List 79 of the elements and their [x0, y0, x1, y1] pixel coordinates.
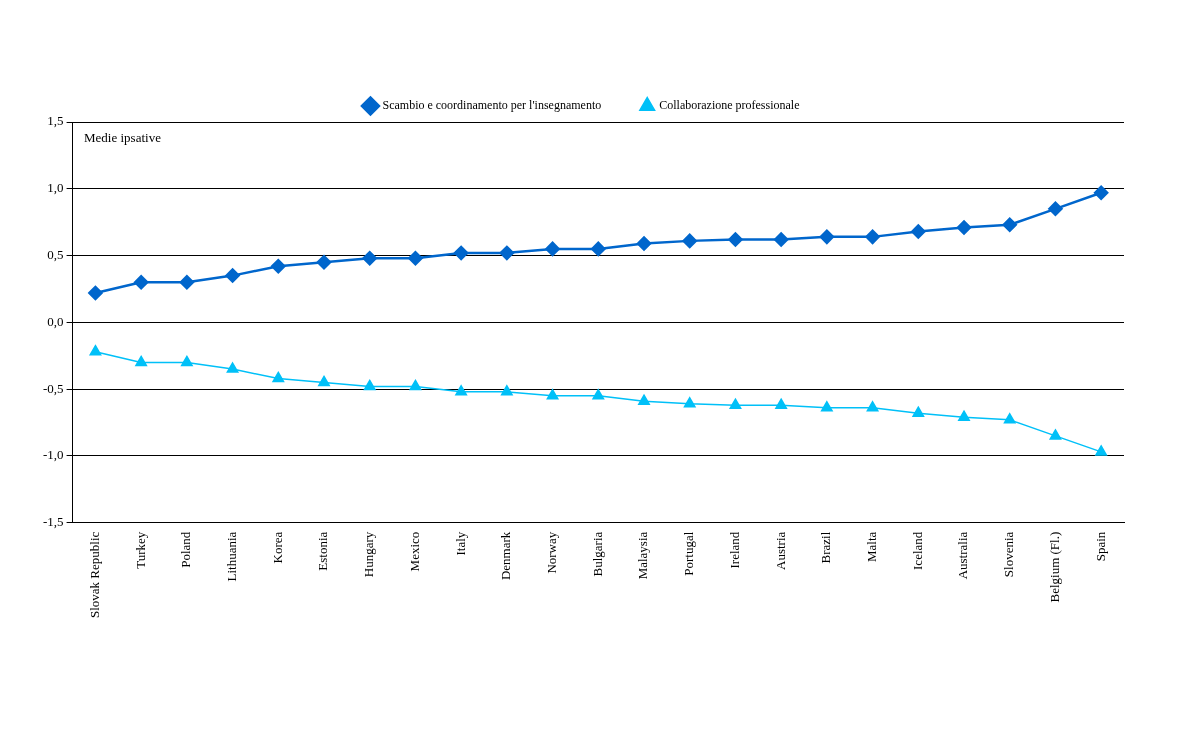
- point: [1049, 429, 1062, 440]
- point: [729, 398, 742, 409]
- x-tick-label: Bulgaria: [589, 531, 605, 577]
- point: [683, 397, 696, 408]
- point: [865, 229, 880, 245]
- point: [271, 259, 286, 274]
- point: [819, 229, 835, 245]
- point: [728, 232, 743, 247]
- point: [636, 236, 652, 251]
- point: [363, 379, 376, 391]
- x-tick-label: Ireland: [726, 531, 742, 569]
- point: [89, 344, 102, 356]
- point: [682, 233, 697, 249]
- x-tick-label: Slovak Republic: [86, 531, 102, 618]
- point: [409, 379, 422, 391]
- point: [912, 406, 925, 417]
- x-tick-label: Estonia: [315, 531, 331, 571]
- point: [180, 355, 193, 367]
- point: [773, 232, 789, 247]
- point: [133, 275, 149, 290]
- point: [1095, 445, 1108, 456]
- x-tick-label: Iceland: [909, 531, 925, 570]
- x-tick-label: Hungary: [361, 531, 377, 578]
- point: [179, 275, 195, 290]
- point: [316, 255, 332, 270]
- point: [499, 245, 515, 261]
- x-tick-label: Malaysia: [635, 531, 651, 580]
- y-tick-label: 1,0: [47, 180, 64, 196]
- point: [1048, 201, 1063, 217]
- point: [88, 285, 103, 301]
- point: [225, 268, 240, 283]
- x-tick-label: Italy: [452, 531, 468, 556]
- point: [591, 241, 606, 257]
- x-tick-label: Malta: [864, 531, 879, 563]
- legend-label: Collaborazione professionale: [659, 98, 800, 113]
- point: [545, 241, 560, 257]
- point: [1003, 413, 1016, 424]
- point: [775, 398, 788, 409]
- point: [455, 385, 468, 396]
- point: [911, 224, 926, 239]
- point: [820, 401, 833, 412]
- x-tick-label: Spain: [1092, 531, 1108, 562]
- y-tick-label: 0,0: [47, 313, 64, 329]
- x-tick-label: Slovenia: [1001, 531, 1017, 578]
- x-tick-label: Mexico: [406, 531, 422, 572]
- y-tick-label: -1,0: [42, 447, 64, 463]
- point: [408, 250, 423, 266]
- y-axis-title: Medie ipsative: [84, 130, 161, 146]
- y-tick-label: 1,5: [47, 113, 64, 129]
- point: [453, 245, 469, 261]
- y-tick-label: -1,5: [42, 514, 64, 530]
- y-tick-label: -0,5: [42, 380, 64, 396]
- point: [1093, 185, 1109, 201]
- point: [318, 375, 330, 387]
- point: [592, 389, 605, 400]
- y-tick-label: 0,5: [47, 246, 64, 262]
- point: [866, 401, 879, 412]
- point: [638, 394, 650, 405]
- legend-label: Scambio e coordinamento per l'insegnamento: [382, 98, 602, 113]
- x-tick-label: Portugal: [681, 531, 697, 576]
- x-tick-label: Lithuania: [224, 531, 239, 582]
- x-tick-label: Brazil: [818, 531, 834, 564]
- point: [362, 250, 377, 266]
- x-tick-label: Turkey: [132, 531, 148, 569]
- x-tick-label: Norway: [544, 531, 559, 574]
- x-tick-label: Belgium (Fl.): [1046, 531, 1062, 603]
- point: [272, 371, 285, 383]
- point: [135, 355, 148, 367]
- point: [546, 389, 559, 400]
- point: [958, 410, 970, 421]
- x-tick-label: Poland: [178, 531, 194, 568]
- x-tick-label: Austria: [772, 531, 788, 570]
- x-tick-label: Denmark: [498, 531, 514, 581]
- point: [500, 385, 513, 396]
- point: [956, 220, 972, 235]
- point: [226, 362, 239, 373]
- x-tick-label: Korea: [269, 531, 285, 564]
- point: [1002, 217, 1017, 233]
- x-tick-label: Australia: [955, 531, 971, 580]
